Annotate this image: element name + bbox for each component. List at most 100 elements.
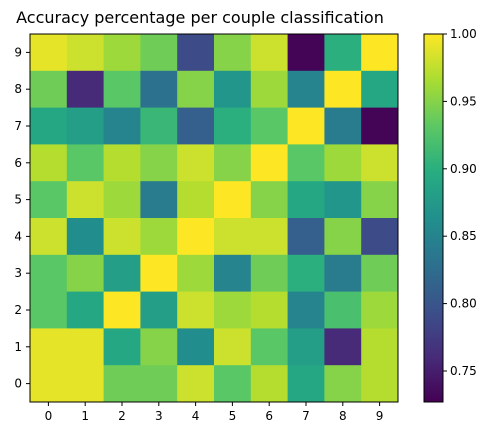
heatmap-cell-1-0 xyxy=(30,328,68,366)
heatmap-cell-9-4 xyxy=(177,34,215,72)
heatmap-cell-7-2 xyxy=(103,107,141,145)
x-tick-label: 3 xyxy=(155,409,163,423)
heatmap-cell-1-5 xyxy=(214,328,252,366)
heatmap-cell-1-3 xyxy=(140,328,178,366)
heatmap-cell-1-1 xyxy=(66,328,104,366)
heatmap-cell-5-8 xyxy=(324,181,362,219)
y-tick-label: 3 xyxy=(14,266,22,280)
y-tick-label: 4 xyxy=(14,229,22,243)
heatmap-cell-0-0 xyxy=(30,365,68,403)
heatmap-cell-1-2 xyxy=(103,328,141,366)
heatmap-cell-3-8 xyxy=(324,254,362,292)
x-tick-label: 0 xyxy=(45,409,53,423)
heatmap-cell-1-6 xyxy=(250,328,288,366)
heatmap-cell-3-4 xyxy=(177,254,215,292)
heatmap-cell-2-7 xyxy=(287,291,325,329)
heatmap-cell-8-0 xyxy=(30,70,68,108)
heatmap-cell-9-7 xyxy=(287,34,325,72)
colorbar-tick-label: 0.95 xyxy=(450,94,477,108)
heatmap-cell-5-3 xyxy=(140,181,178,219)
heatmap-cell-0-8 xyxy=(324,365,362,403)
heatmap-cell-8-6 xyxy=(250,70,288,108)
heatmap-cell-5-5 xyxy=(214,181,252,219)
heatmap-cell-5-0 xyxy=(30,181,68,219)
heatmap-cell-9-8 xyxy=(324,34,362,72)
y-axis: 9 8 7 6 5 4 3 2 1 0 xyxy=(14,45,30,391)
x-tick-label: 8 xyxy=(339,409,347,423)
heatmap-cell-6-4 xyxy=(177,144,215,182)
chart-title: Accuracy percentage per couple classific… xyxy=(16,8,384,27)
heatmap-cell-3-0 xyxy=(30,254,68,292)
heatmap-cell-8-3 xyxy=(140,70,178,108)
x-tick-label: 7 xyxy=(302,409,310,423)
heatmap-cell-6-9 xyxy=(361,144,399,182)
heatmap-cell-6-0 xyxy=(30,144,68,182)
plot-frame xyxy=(29,33,399,403)
heatmap-cell-8-8 xyxy=(324,70,362,108)
colorbar: 0.75 0.80 0.85 0.90 0.95 1.00 xyxy=(423,27,477,403)
colorbar-tick-label: 1.00 xyxy=(450,27,477,41)
colorbar-tick-label: 0.90 xyxy=(450,162,477,176)
heatmap-cell-0-4 xyxy=(177,365,215,403)
heatmap-cell-8-2 xyxy=(103,70,141,108)
heatmap-cell-7-6 xyxy=(250,107,288,145)
y-tick-label: 0 xyxy=(14,377,22,391)
x-tick-label: 5 xyxy=(229,409,237,423)
heatmap-cell-0-7 xyxy=(287,365,325,403)
heatmap-cell-2-9 xyxy=(361,291,399,329)
heatmap-cell-3-2 xyxy=(103,254,141,292)
heatmap-cell-7-5 xyxy=(214,107,252,145)
heatmap-cell-0-9 xyxy=(361,365,399,403)
heatmap-cell-2-5 xyxy=(214,291,252,329)
y-tick-label: 8 xyxy=(14,82,22,96)
heatmap-cell-0-1 xyxy=(66,365,104,403)
heatmap-cell-7-0 xyxy=(30,107,68,145)
heatmap-cell-7-4 xyxy=(177,107,215,145)
heatmap-cell-4-7 xyxy=(287,218,325,256)
heatmap-cell-8-4 xyxy=(177,70,215,108)
heatmap-cell-0-6 xyxy=(250,365,288,403)
heatmap-cell-7-8 xyxy=(324,107,362,145)
heatmap-cell-7-3 xyxy=(140,107,178,145)
heatmap-cell-4-0 xyxy=(30,218,68,256)
heatmap-cell-9-0 xyxy=(30,34,68,72)
heatmap-cell-1-4 xyxy=(177,328,215,366)
y-tick-label: 7 xyxy=(14,119,22,133)
x-tick-label: 1 xyxy=(81,409,89,423)
heatmap-cell-2-4 xyxy=(177,291,215,329)
heatmap-cell-6-1 xyxy=(66,144,104,182)
x-tick-label: 4 xyxy=(192,409,200,423)
heatmap-cell-5-2 xyxy=(103,181,141,219)
heatmap-cell-6-3 xyxy=(140,144,178,182)
heatmap-cell-2-0 xyxy=(30,291,68,329)
heatmap-cell-5-1 xyxy=(66,181,104,219)
heatmap-cell-1-9 xyxy=(361,328,399,366)
heatmap-cell-4-5 xyxy=(214,218,252,256)
y-tick-label: 9 xyxy=(14,45,22,59)
x-tick-label: 6 xyxy=(265,409,273,423)
heatmap-cell-3-1 xyxy=(66,254,104,292)
heatmap-cell-6-6 xyxy=(250,144,288,182)
y-tick-label: 2 xyxy=(14,303,22,317)
heatmap-cell-8-1 xyxy=(66,70,104,108)
heatmap-cell-2-6 xyxy=(250,291,288,329)
colorbar-tick-label: 0.85 xyxy=(450,229,477,243)
heatmap-cell-3-3 xyxy=(140,254,178,292)
heatmap-cell-6-5 xyxy=(214,144,252,182)
heatmap-cell-4-4 xyxy=(177,218,215,256)
colorbar-tick-label: 0.75 xyxy=(450,364,477,378)
heatmap-cell-3-7 xyxy=(287,254,325,292)
heatmap-cell-8-7 xyxy=(287,70,325,108)
heatmap-cell-9-6 xyxy=(250,34,288,72)
heatmap-cell-9-9 xyxy=(361,34,399,72)
heatmap-cell-4-2 xyxy=(103,218,141,256)
heatmap-cell-3-5 xyxy=(214,254,252,292)
heatmap-cell-5-4 xyxy=(177,181,215,219)
heatmap-cell-9-1 xyxy=(66,34,104,72)
heatmap-cell-4-1 xyxy=(66,218,104,256)
heatmap-cell-7-9 xyxy=(361,107,399,145)
heatmap-cell-7-7 xyxy=(287,107,325,145)
heatmap-cells xyxy=(30,34,399,403)
x-axis: 0 1 2 3 4 5 6 7 8 9 xyxy=(45,402,383,423)
